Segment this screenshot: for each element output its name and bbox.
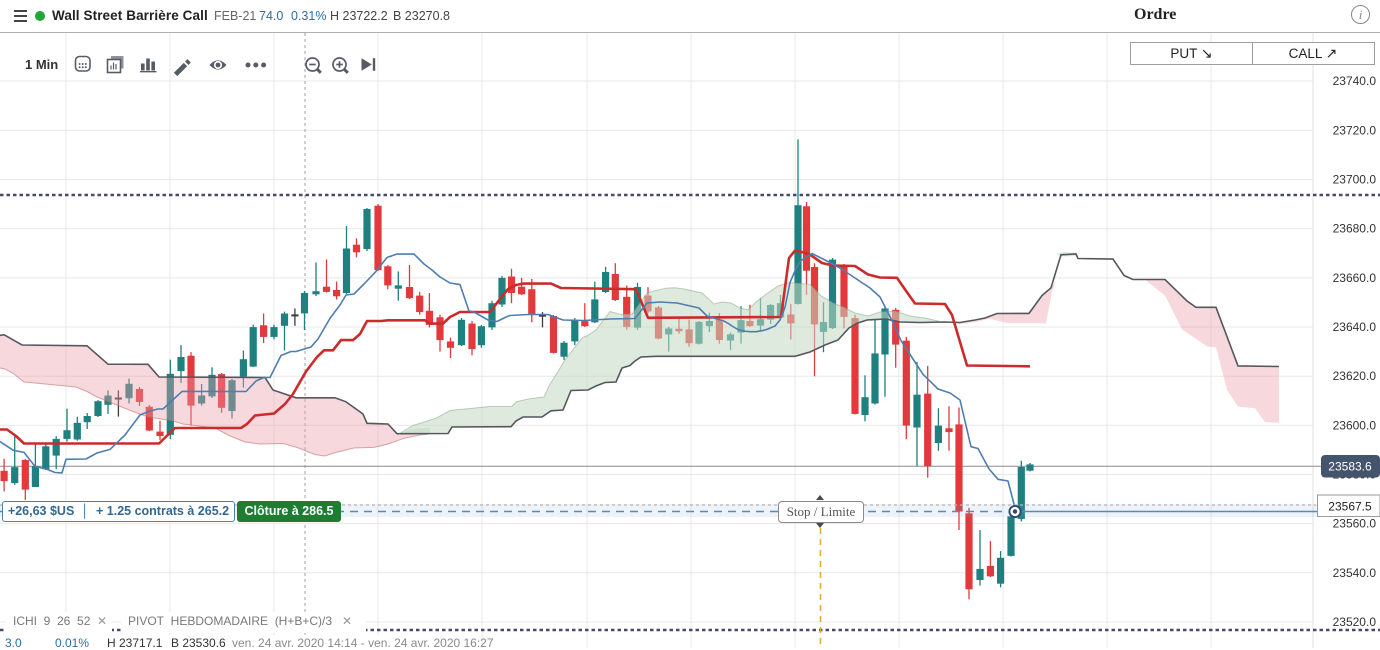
svg-text:23700.0: 23700.0 [1333,173,1377,187]
svg-text:23620.0: 23620.0 [1333,369,1377,383]
svg-text:23600.0: 23600.0 [1333,418,1377,432]
svg-text:23720.0: 23720.0 [1333,123,1377,137]
svg-text:23560.0: 23560.0 [1333,517,1377,531]
svg-text:23567.5: 23567.5 [1328,500,1372,514]
svg-text:23640.0: 23640.0 [1333,320,1377,334]
svg-text:23540.0: 23540.0 [1333,566,1377,580]
svg-text:23660.0: 23660.0 [1333,271,1377,285]
svg-text:23680.0: 23680.0 [1333,222,1377,236]
svg-text:23583.6: 23583.6 [1328,460,1372,474]
svg-text:23740.0: 23740.0 [1333,74,1377,88]
svg-text:23520.0: 23520.0 [1333,615,1377,629]
